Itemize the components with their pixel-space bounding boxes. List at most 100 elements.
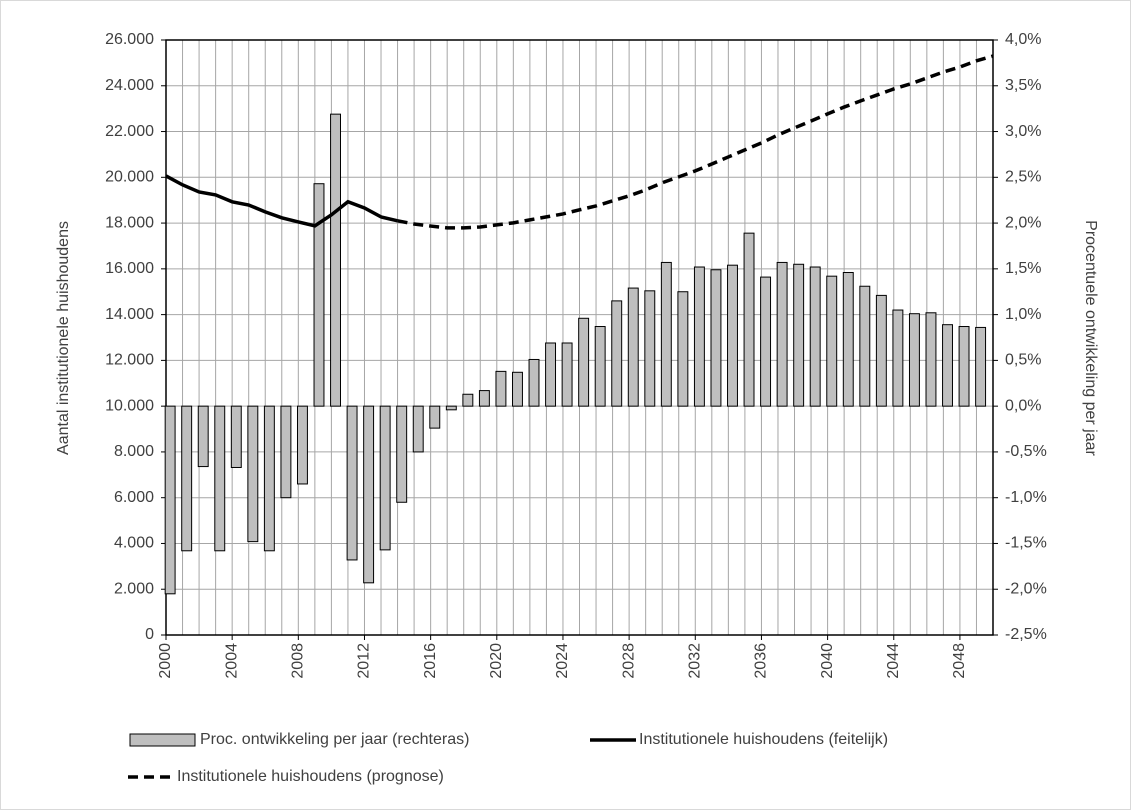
x-tick-label: 2020	[488, 643, 505, 679]
bar	[760, 276, 772, 407]
x-tick-label: 2012	[356, 643, 373, 679]
y2-tick-label: -1,5%	[1005, 535, 1047, 552]
bar	[677, 291, 689, 407]
bar	[958, 326, 970, 407]
legend-label: Institutionele huishoudens (feitelijk)	[639, 731, 888, 748]
bar	[710, 269, 722, 407]
x-tick-label: 2016	[422, 643, 439, 679]
y2-axis-title: Procentuele ontwikkeling per jaar	[1082, 220, 1099, 456]
legend-label: Institutionele huishoudens (prognose)	[177, 768, 444, 785]
bar	[214, 405, 226, 552]
y2-tick-label: -2,0%	[1005, 580, 1047, 597]
bar	[627, 287, 639, 407]
y2-tick-label: 0,0%	[1005, 397, 1041, 414]
line	[165, 174, 398, 228]
plot-frame	[165, 39, 994, 636]
line	[397, 54, 994, 230]
y-tick-label: 26.000	[105, 31, 154, 48]
y-tick-label: 14.000	[105, 306, 154, 323]
y-tick-label: 10.000	[105, 397, 154, 414]
bar	[197, 405, 209, 468]
bar	[379, 405, 391, 551]
bar	[644, 290, 656, 407]
bar	[908, 313, 920, 407]
bar	[512, 371, 523, 407]
y-tick-label: 16.000	[105, 260, 154, 277]
bar	[561, 342, 573, 407]
bar	[412, 405, 424, 453]
y2-tick-label: 4,0%	[1005, 31, 1041, 48]
bar	[975, 326, 987, 407]
bar	[330, 113, 341, 407]
bar	[296, 405, 308, 485]
y-tick-label: 24.000	[105, 77, 154, 94]
bar	[478, 390, 490, 407]
x-tick-label: 2048	[951, 643, 968, 679]
bar	[280, 405, 292, 499]
bar	[809, 266, 821, 407]
bar	[776, 261, 788, 407]
legend-swatch	[129, 733, 196, 747]
bar	[578, 317, 590, 407]
y2-tick-label: 2,0%	[1005, 214, 1041, 231]
bar	[363, 405, 375, 584]
y2-tick-label: -2,5%	[1005, 626, 1047, 643]
bar	[793, 263, 805, 407]
x-tick-label: 2032	[686, 643, 703, 679]
bar	[611, 300, 623, 407]
bar	[727, 264, 738, 407]
y-tick-label: 6.000	[114, 489, 154, 506]
bar	[925, 312, 937, 407]
y2-tick-label: 3,5%	[1005, 77, 1041, 94]
y-tick-label: 18.000	[105, 214, 154, 231]
x-tick-label: 2040	[819, 643, 836, 679]
bar	[660, 261, 672, 407]
bar	[263, 405, 275, 552]
bar	[528, 358, 540, 407]
bar	[313, 183, 325, 407]
bar	[396, 405, 408, 503]
y2-tick-label: -1,0%	[1005, 489, 1047, 506]
bar	[445, 405, 457, 411]
bar	[247, 405, 259, 543]
bar	[875, 294, 887, 407]
x-tick-label: 2044	[885, 643, 902, 679]
y2-tick-label: 1,5%	[1005, 260, 1041, 277]
x-tick-label: 2008	[290, 643, 307, 679]
x-tick-label: 2036	[753, 643, 770, 679]
y-tick-label: 8.000	[114, 443, 154, 460]
y-tick-label: 20.000	[105, 169, 154, 186]
legend-label: Proc. ontwikkeling per jaar (rechteras)	[200, 731, 469, 748]
y2-tick-label: 1,0%	[1005, 306, 1041, 323]
bar	[495, 370, 507, 407]
bar	[743, 232, 755, 407]
x-tick-label: 2028	[620, 643, 637, 679]
bar	[346, 405, 358, 561]
y-tick-label: 0	[145, 626, 154, 643]
y-tick-label: 12.000	[105, 352, 154, 369]
bar	[594, 326, 606, 407]
bar	[429, 405, 441, 429]
bar	[892, 309, 904, 407]
bar	[230, 405, 242, 468]
bar	[164, 405, 176, 595]
y-axis-title: Aantal institutionele huishoudens	[55, 221, 72, 455]
x-tick-label: 2004	[223, 643, 240, 679]
y-tick-label: 22.000	[105, 123, 154, 140]
x-tick-label: 2000	[157, 643, 174, 679]
bar	[462, 393, 474, 407]
bar	[826, 275, 838, 407]
y2-tick-label: 0,5%	[1005, 352, 1041, 369]
bar	[842, 272, 854, 407]
x-tick-label: 2024	[554, 643, 571, 679]
bar	[859, 285, 871, 407]
y2-tick-label: 2,5%	[1005, 169, 1041, 186]
y2-tick-label: 3,0%	[1005, 123, 1041, 140]
y-tick-label: 4.000	[114, 535, 154, 552]
bar	[942, 324, 953, 407]
bar	[545, 342, 557, 407]
y-tick-label: 2.000	[114, 580, 154, 597]
bar	[693, 266, 705, 407]
